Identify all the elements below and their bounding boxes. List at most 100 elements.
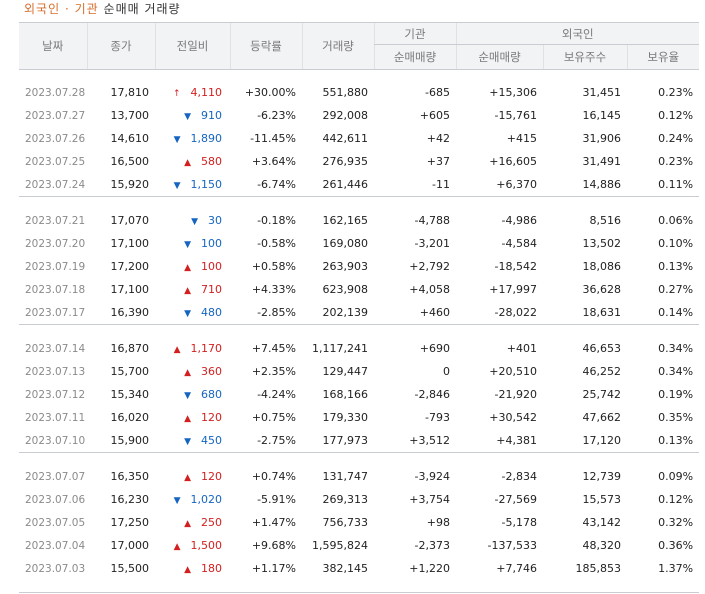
cell-date: 2023.07.12 [25, 388, 86, 401]
cell-volume: 623,908 [322, 283, 369, 296]
change-value: 100 [201, 260, 222, 273]
cell-foreign-ratio: 0.09% [658, 470, 694, 483]
cell-institution-net: -11 [432, 178, 450, 191]
cell-date: 2023.07.20 [25, 237, 86, 250]
cell-foreign-hold: 43,142 [582, 516, 622, 529]
cell-foreign-net: -2,834 [501, 470, 537, 483]
cell-foreign-net: -21,920 [494, 388, 537, 401]
change-value: 1,500 [190, 539, 223, 552]
cell-close: 16,870 [110, 342, 150, 355]
table-row: 2023.07.12 15,340 ▼ 680 -4.24% 168,166 -2,846 -… [19, 383, 699, 406]
down-triangle-icon: ▼ [184, 240, 191, 250]
cell-foreign-ratio: 0.19% [658, 388, 694, 401]
cell-change: ▲ 1,500 [155, 534, 230, 557]
header-foreign-group: 외국인 [455, 22, 700, 45]
cell-volume: 276,935 [322, 155, 369, 168]
cell-date: 2023.07.14 [25, 342, 86, 355]
group-separator [19, 196, 700, 209]
down-triangle-icon: ▼ [173, 181, 181, 191]
separator-cell [19, 452, 700, 465]
up-triangle-icon: ▲ [184, 158, 191, 168]
change-value: 910 [201, 109, 222, 122]
cell-volume: 442,611 [322, 132, 369, 145]
cell-foreign-hold: 31,491 [582, 155, 622, 168]
cell-institution-net: -4,788 [414, 214, 450, 227]
cell-foreign-hold: 185,853 [575, 562, 622, 575]
change-value: 580 [201, 155, 222, 168]
cell-close: 15,920 [110, 178, 150, 191]
cell-foreign-hold: 17,120 [582, 434, 622, 447]
cell-change: ▲ 180 [155, 557, 230, 580]
separator-cell [19, 580, 699, 591]
down-triangle-icon: ▼ [184, 437, 191, 447]
investor-trading-table: 날짜 종가 전일비 등락률 거래량 기관 외국인 순매매량 순매매량 보유주수 … [19, 22, 700, 591]
change-value: 680 [201, 388, 222, 401]
cell-institution-net: +2,792 [409, 260, 450, 273]
table-row: 2023.07.28 17,810 ↑ 4,110 +30.00% 551,880 -685… [19, 81, 699, 104]
cell-volume: 168,166 [322, 388, 369, 401]
caption-foreign: 외국인 [24, 2, 61, 16]
group-separator [19, 324, 700, 337]
cell-foreign-ratio: 0.35% [658, 411, 694, 424]
table-top-spacer [19, 70, 699, 82]
cell-foreign-ratio: 0.23% [658, 155, 694, 168]
change-value: 250 [201, 516, 222, 529]
cell-foreign-net: +415 [506, 132, 537, 145]
separator-cell [19, 70, 699, 82]
cell-foreign-hold: 25,742 [582, 388, 622, 401]
cell-close: 17,100 [110, 283, 150, 296]
cell-change: ▼ 1,890 [155, 127, 230, 150]
cell-rate: -5.91% [257, 493, 296, 506]
cell-institution-net: +42 [426, 132, 450, 145]
cell-foreign-hold: 46,252 [582, 365, 622, 378]
cell-date: 2023.07.04 [25, 539, 86, 552]
table-row: 2023.07.03 15,500 ▲ 180 +1.17% 382,145 +1,220 +… [19, 557, 699, 580]
table-row: 2023.07.04 17,000 ▲ 1,500 +9.68% 1,595,824 -2,… [19, 534, 699, 557]
up-triangle-icon: ▲ [184, 473, 191, 483]
down-triangle-icon: ▼ [173, 496, 181, 506]
cell-close: 16,020 [110, 411, 150, 424]
cell-close: 16,500 [110, 155, 150, 168]
cell-foreign-net: -28,022 [494, 306, 537, 319]
cell-foreign-hold: 15,573 [582, 493, 622, 506]
cell-foreign-net: +16,605 [489, 155, 537, 168]
cell-date: 2023.07.17 [25, 306, 86, 319]
cell-institution-net: +605 [419, 109, 450, 122]
cell-close: 16,230 [110, 493, 150, 506]
table-row: 2023.07.26 14,610 ▼ 1,890 -11.45% 442,611 +42 +… [19, 127, 699, 150]
cell-date: 2023.07.27 [25, 109, 86, 122]
cell-change: ▼ 480 [155, 301, 230, 325]
cell-foreign-ratio: 0.34% [658, 342, 694, 355]
cell-institution-net: -3,201 [414, 237, 450, 250]
down-triangle-icon: ▼ [184, 309, 191, 319]
separator-cell [19, 324, 700, 337]
cell-rate: +3.64% [251, 155, 296, 168]
cell-foreign-net: -27,569 [494, 493, 537, 506]
cell-close: 15,700 [110, 365, 150, 378]
table-row: 2023.07.25 16,500 ▲ 580 +3.64% 276,935 +37 +16,… [19, 150, 699, 173]
cell-volume: 162,165 [322, 214, 369, 227]
cell-date: 2023.07.28 [25, 86, 86, 99]
cell-foreign-net: +20,510 [489, 365, 537, 378]
cell-change: ▲ 580 [155, 150, 230, 173]
cell-rate: +0.75% [251, 411, 296, 424]
cell-foreign-ratio: 0.32% [658, 516, 694, 529]
table-row: 2023.07.19 17,200 ▲ 100 +0.58% 263,903 +2,792 -… [19, 255, 699, 278]
cell-volume: 131,747 [322, 470, 369, 483]
cell-change: ↑ 4,110 [155, 81, 230, 104]
cell-foreign-net: +17,997 [489, 283, 537, 296]
cell-foreign-ratio: 0.27% [658, 283, 694, 296]
cell-rate: -2.85% [257, 306, 296, 319]
cell-foreign-net: -4,584 [501, 237, 537, 250]
table-bottom-border [19, 592, 699, 593]
cell-foreign-hold: 18,086 [582, 260, 622, 273]
up-triangle-icon: ▲ [173, 542, 181, 552]
cell-rate: +4.33% [251, 283, 296, 296]
down-triangle-icon: ▼ [184, 112, 191, 122]
table-row: 2023.07.21 17,070 ▼ 30 -0.18% 162,165 -4,788 -4… [19, 209, 699, 232]
cell-volume: 129,447 [322, 365, 369, 378]
cell-institution-net: -2,373 [414, 539, 450, 552]
cell-date: 2023.07.26 [25, 132, 86, 145]
cell-foreign-net: +7,746 [496, 562, 537, 575]
cell-date: 2023.07.06 [25, 493, 86, 506]
